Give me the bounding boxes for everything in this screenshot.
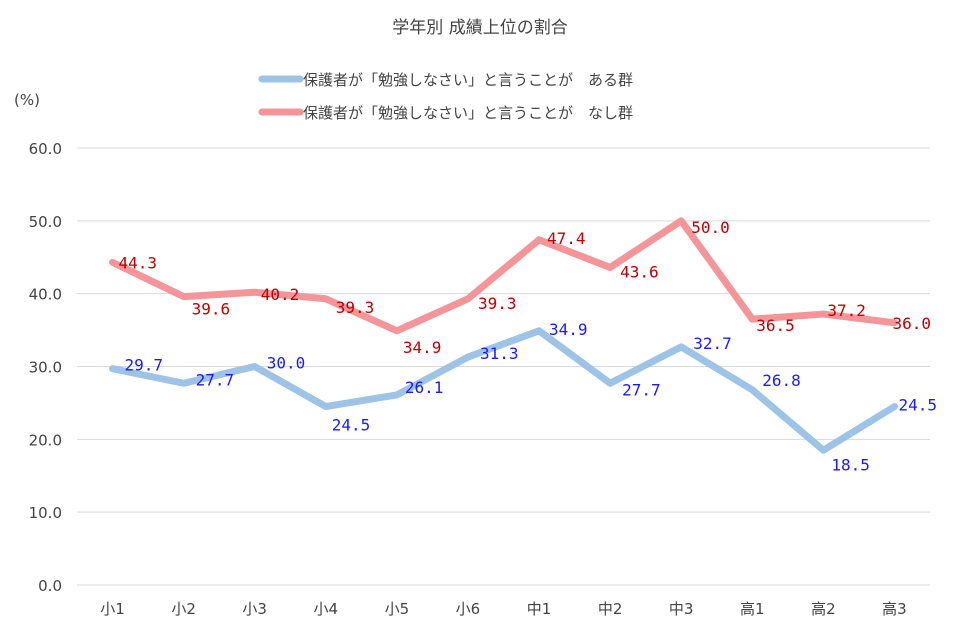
data-point	[466, 297, 469, 300]
data-point	[680, 345, 683, 348]
data-label: 26.1	[405, 378, 444, 397]
y-tick-label: 0.0	[38, 577, 62, 595]
data-label: 31.3	[480, 344, 519, 363]
data-label: 29.7	[125, 356, 164, 375]
data-point	[751, 318, 754, 321]
data-point	[822, 313, 825, 316]
chart-title: 学年別 成績上位の割合	[392, 18, 567, 38]
data-label: 37.2	[827, 301, 866, 320]
y-tick-label: 10.0	[29, 504, 62, 522]
y-tick-label: 50.0	[29, 213, 62, 231]
data-label: 43.6	[620, 262, 659, 281]
series-line-1	[109, 217, 898, 335]
data-point	[538, 329, 541, 332]
x-tick-label: 小2	[171, 600, 196, 618]
data-label: 39.3	[336, 298, 375, 317]
data-point	[111, 261, 114, 264]
x-tick-label: 高2	[811, 600, 836, 618]
data-label: 26.8	[762, 371, 801, 390]
data-label: 27.7	[622, 380, 661, 399]
x-tick-label: 小3	[242, 600, 267, 618]
data-point	[395, 393, 398, 396]
data-point	[893, 321, 896, 324]
legend-label-nashi: 保護者が「勉強しなさい」と言うことが なし群	[303, 104, 633, 122]
data-point	[893, 405, 896, 408]
y-tick-label: 20.0	[29, 431, 62, 449]
data-point	[751, 388, 754, 391]
y-axis-label: (%)	[14, 91, 40, 109]
x-tick-label: 中2	[598, 600, 623, 618]
data-label: 36.5	[756, 316, 795, 335]
data-point	[324, 405, 327, 408]
data-point	[466, 356, 469, 359]
data-label: 39.3	[478, 294, 517, 313]
x-tick-label: 高3	[882, 600, 907, 618]
x-tick-label: 小6	[456, 600, 481, 618]
data-label: 39.6	[192, 300, 231, 319]
data-point	[609, 266, 612, 269]
data-label: 27.7	[196, 370, 235, 389]
data-label: 36.0	[892, 314, 931, 333]
series-line-0	[109, 327, 898, 454]
legend-label-aru: 保護者が「勉強しなさい」と言うことが ある群	[303, 71, 633, 89]
data-point	[182, 295, 185, 298]
data-label: 24.5	[898, 396, 937, 415]
data-point	[182, 382, 185, 385]
x-tick-label: 高1	[740, 600, 765, 618]
x-tick-label: 小5	[385, 600, 410, 618]
y-tick-label: 60.0	[29, 140, 62, 158]
data-label: 44.3	[119, 253, 158, 272]
data-label: 34.9	[403, 338, 442, 357]
data-point	[680, 219, 683, 222]
data-point	[111, 367, 114, 370]
data-label: 34.9	[549, 320, 588, 339]
data-point	[822, 449, 825, 452]
data-point	[253, 365, 256, 368]
data-point	[324, 297, 327, 300]
x-tick-label: 中1	[527, 600, 552, 618]
legend: 保護者が「勉強しなさい」と言うことが ある群 保護者が「勉強しなさい」と言うこと…	[258, 71, 633, 122]
y-tick-label: 40.0	[29, 286, 62, 304]
x-tick-label: 小1	[100, 600, 125, 618]
data-label: 32.7	[693, 334, 732, 353]
y-tick-label: 30.0	[29, 359, 62, 377]
data-label: 30.0	[267, 354, 306, 373]
data-label: 47.4	[547, 229, 586, 248]
data-point	[395, 329, 398, 332]
data-point	[609, 382, 612, 385]
data-label: 40.2	[261, 285, 300, 304]
data-label: 18.5	[831, 455, 870, 474]
data-point	[253, 291, 256, 294]
data-point	[538, 238, 541, 241]
x-tick-label: 小4	[314, 600, 339, 618]
x-tick-label: 中3	[669, 600, 694, 618]
data-label: 24.5	[332, 416, 371, 435]
data-label: 50.0	[691, 218, 730, 237]
